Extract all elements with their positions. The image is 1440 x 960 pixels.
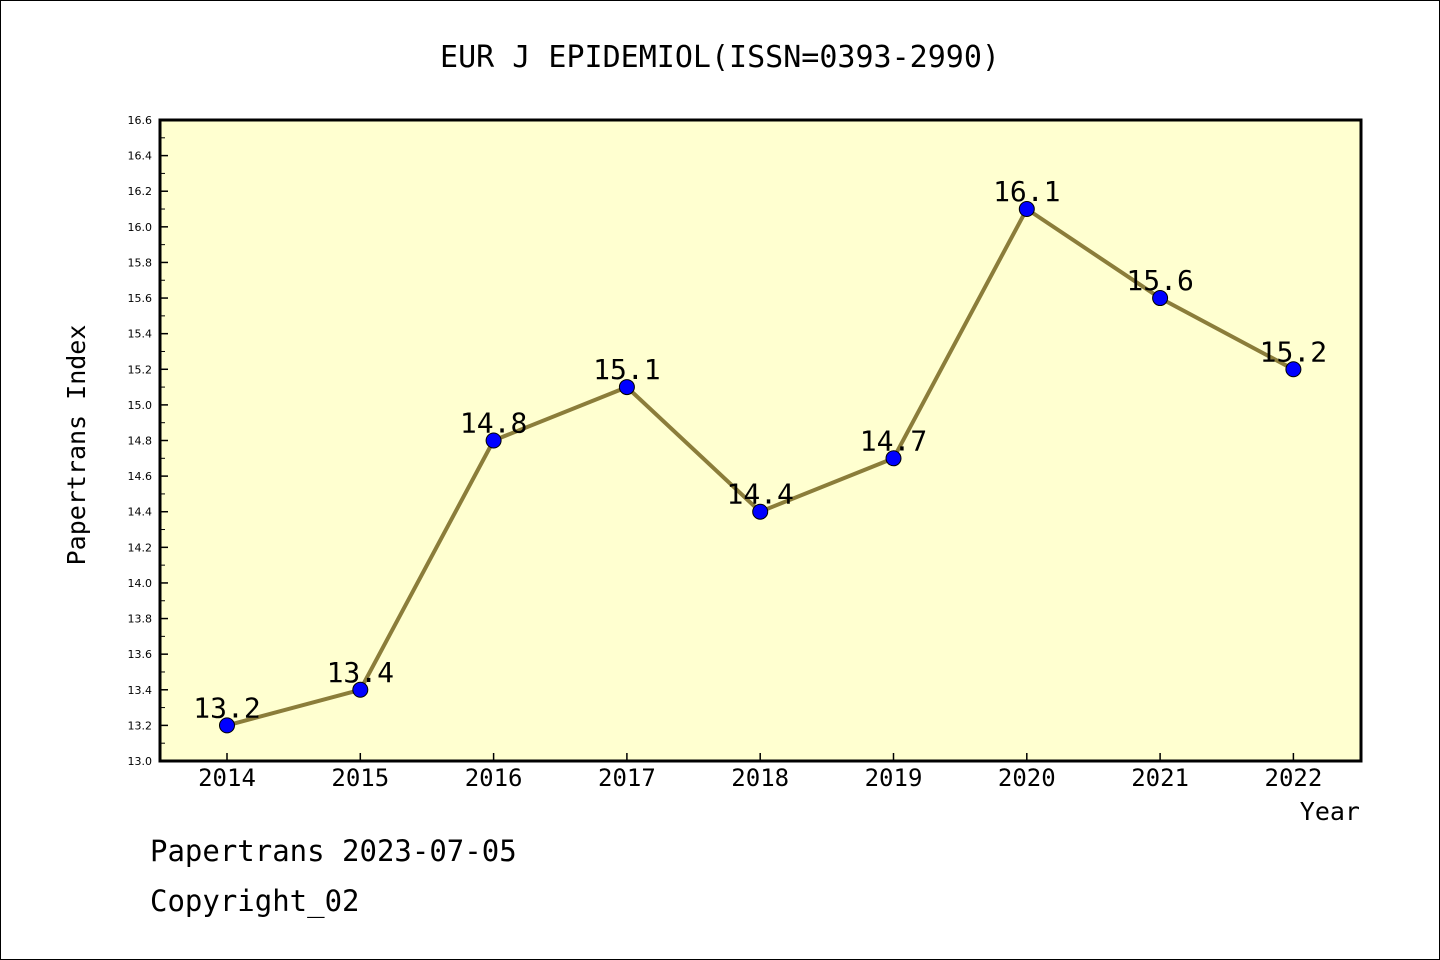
- y-tick-label: 14.0: [128, 577, 153, 590]
- data-point: [1285, 361, 1302, 378]
- y-axis-label: Papertrans Index: [62, 325, 91, 566]
- x-tick-label: 2020: [998, 764, 1056, 792]
- y-tick-label: 14.2: [128, 541, 153, 554]
- x-tick-label: 2021: [1131, 764, 1189, 792]
- y-tick-label: 16.6: [128, 114, 153, 127]
- x-tick-label: 2016: [465, 764, 523, 792]
- y-tick-label: 15.4: [128, 328, 153, 341]
- data-label: 13.2: [193, 691, 260, 724]
- data-point: [1152, 290, 1169, 307]
- data-label: 13.4: [327, 656, 394, 689]
- y-tick-label: 15.8: [128, 256, 153, 269]
- data-label: 15.6: [1126, 264, 1193, 297]
- data-label: 14.4: [726, 478, 793, 511]
- y-axis: 13.0 13.2 13.4 13.6 13.8 14.0 14.2 14.4 14.6 14.8…: [128, 114, 168, 768]
- y-tick-label: 16.4: [128, 150, 153, 163]
- footer-copyright: Copyright_02: [150, 884, 360, 918]
- data-label: 16.1: [993, 175, 1060, 208]
- y-tick-label: 13.6: [128, 648, 153, 661]
- y-tick-label: 15.6: [128, 292, 153, 305]
- y-tick-label: 15.2: [128, 363, 153, 376]
- footer-date: Papertrans 2023-07-05: [150, 834, 517, 868]
- data-label: 15.2: [1260, 335, 1327, 368]
- y-tick-label: 16.2: [128, 185, 153, 198]
- y-tick-label: 13.2: [128, 719, 153, 732]
- data-label: 14.7: [860, 424, 927, 457]
- data-label: 15.1: [593, 353, 660, 386]
- data-point: [1018, 201, 1035, 218]
- y-tick-label: 16.0: [128, 221, 153, 234]
- x-tick-label: 2018: [731, 764, 789, 792]
- plot-area: [158, 118, 1363, 763]
- y-tick-label: 13.8: [128, 613, 153, 626]
- data-point: [752, 503, 769, 520]
- x-tick-label: 2015: [331, 764, 389, 792]
- y-tick-label: 15.0: [128, 399, 153, 412]
- data-label: 14.8: [460, 407, 527, 440]
- data-labels: 13.2 13.4 14.8 15.1 14.4 14.7 16.1 15.6 15.2: [193, 175, 1327, 724]
- y-tick-label: 13.4: [128, 684, 153, 697]
- data-point: [219, 717, 235, 734]
- y-tick-label: 14.6: [128, 470, 153, 483]
- y-tick-label: 14.8: [128, 435, 153, 448]
- x-tick-label: 2017: [598, 764, 656, 792]
- y-tick-label: 13.0: [128, 755, 153, 768]
- x-axis: 2014 2015 2016 2017 2018 2019 2020 2021 2022: [198, 753, 1322, 792]
- data-point: [885, 450, 902, 467]
- data-point: [352, 681, 369, 698]
- markers: [219, 201, 1302, 734]
- x-tick-label: 2022: [1265, 764, 1323, 792]
- y-tick-label: 14.4: [128, 506, 153, 519]
- chart-title: EUR J EPIDEMIOL(ISSN=0393-2990): [440, 40, 1000, 75]
- data-point: [618, 379, 635, 396]
- x-tick-label: 2014: [198, 764, 256, 792]
- x-tick-label: 2019: [865, 764, 923, 792]
- x-axis-label: Year: [1300, 797, 1360, 826]
- data-point: [485, 432, 502, 449]
